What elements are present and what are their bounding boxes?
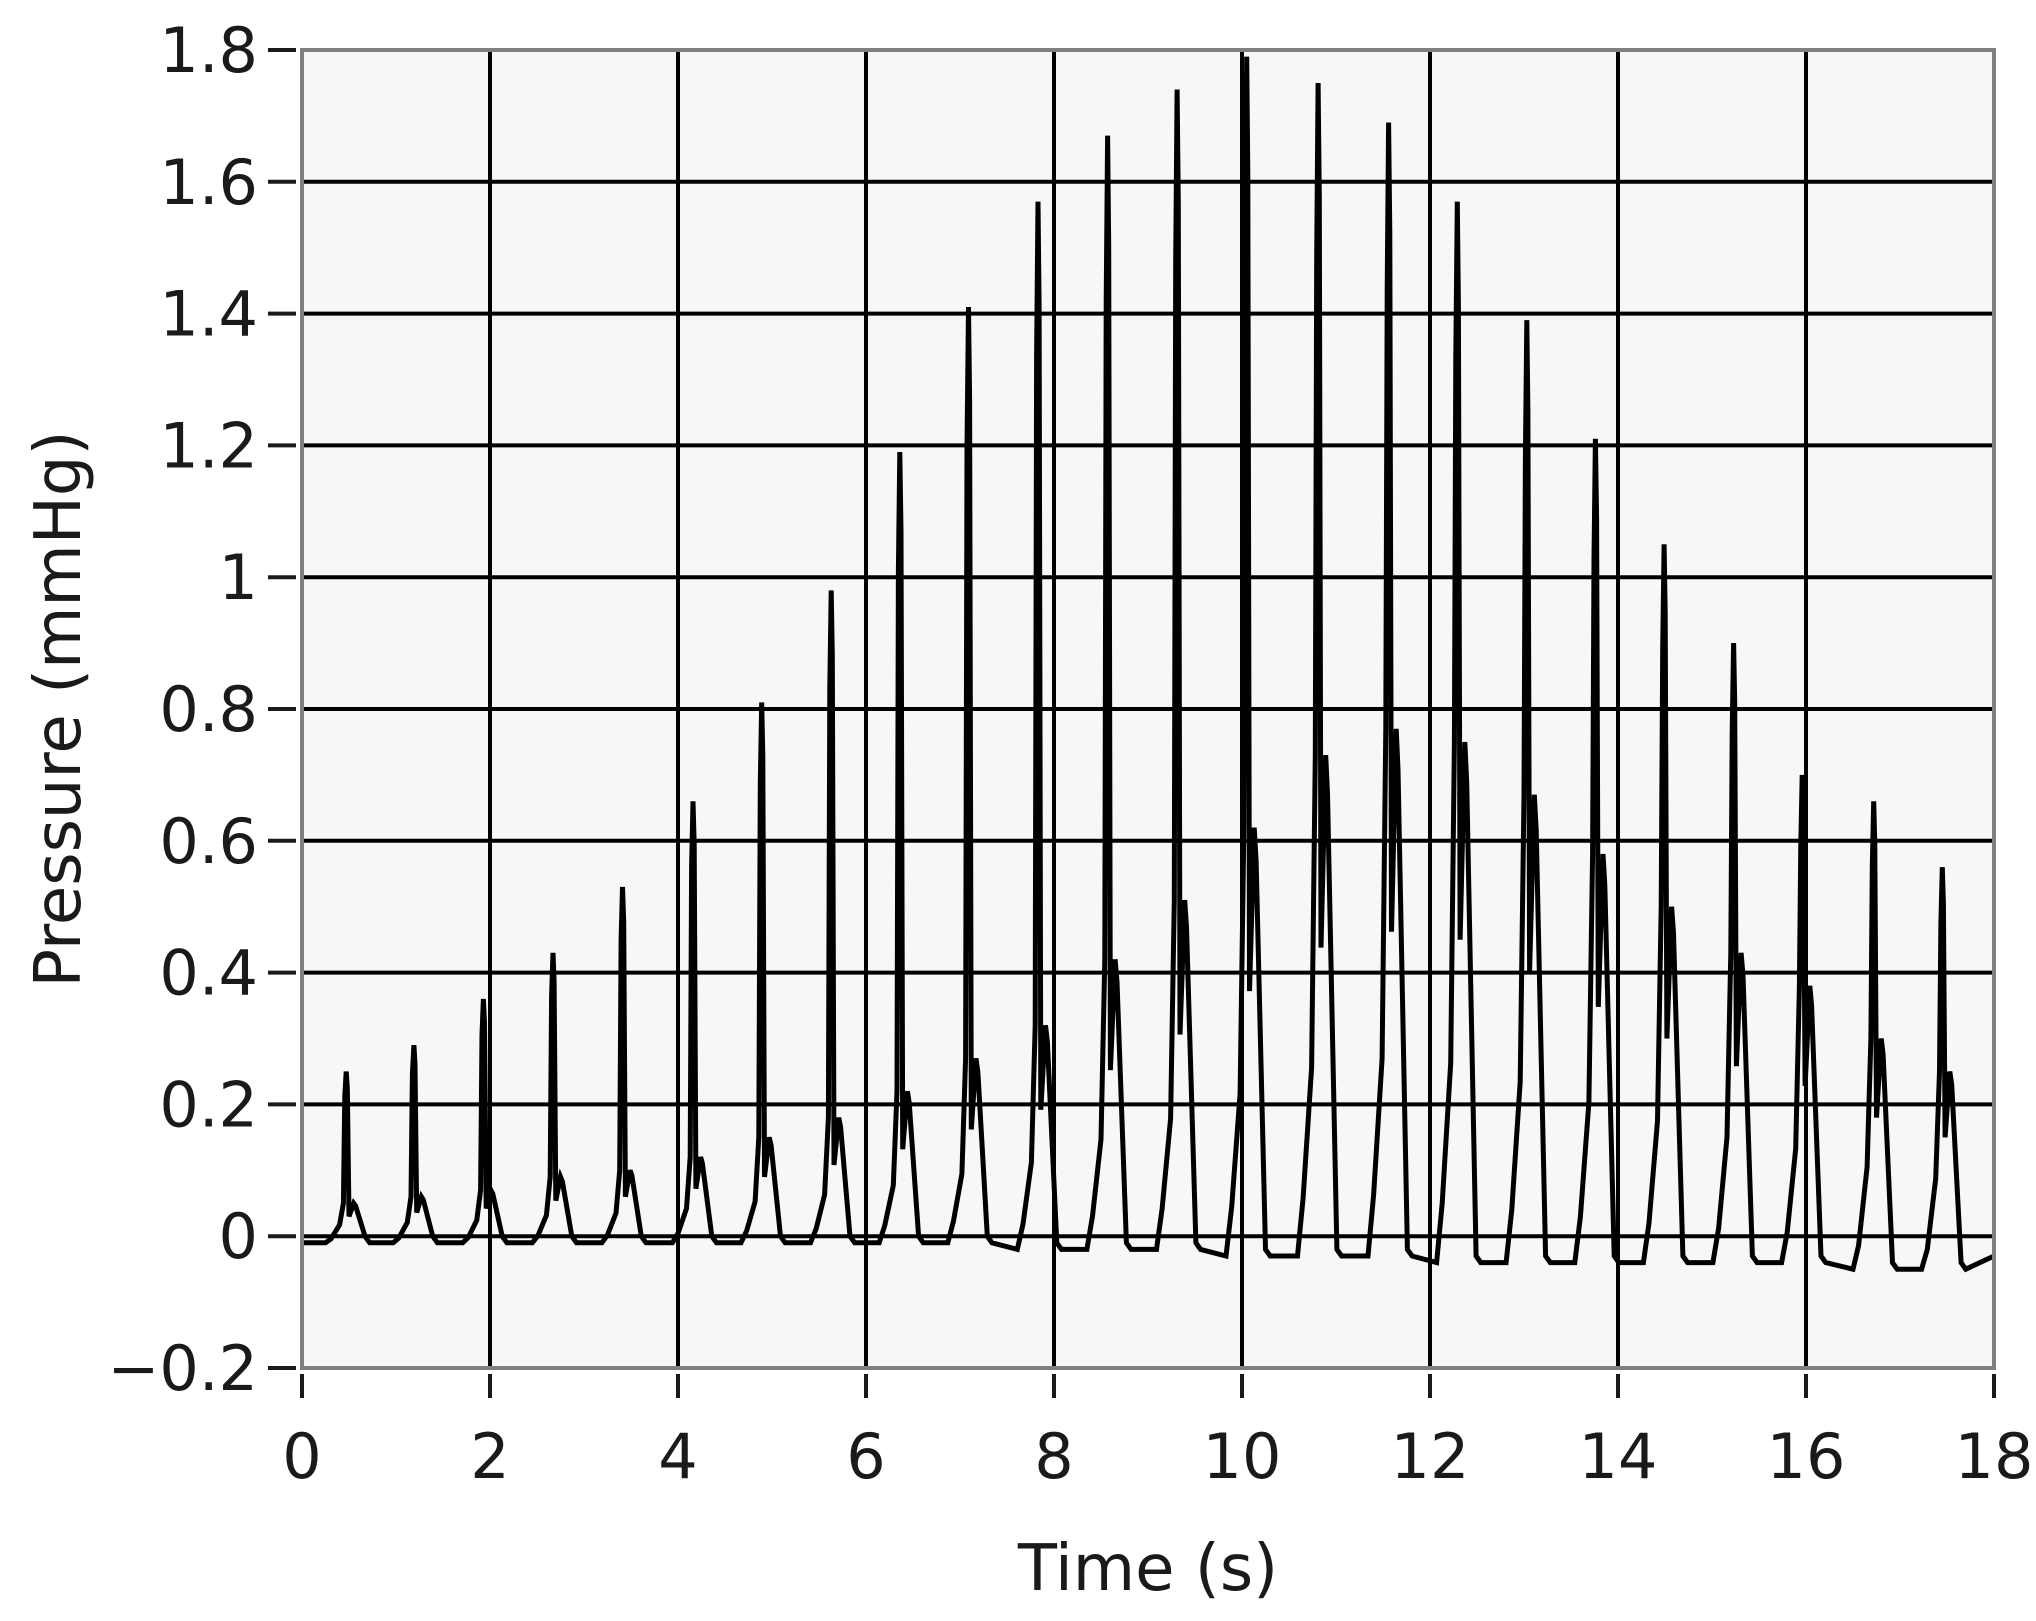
series-line	[302, 56, 1996, 1273]
y-tick-label: 1.4	[159, 278, 258, 351]
x-tick-label: 6	[846, 1420, 885, 1493]
x-tick-label: 14	[1579, 1420, 1658, 1493]
y-axis-title: Pressure (mmHg)	[22, 431, 96, 988]
y-tick-label: 0.6	[159, 805, 258, 878]
x-tick-label: 2	[470, 1420, 509, 1493]
y-tick-label: 0.4	[159, 937, 258, 1010]
x-tick-label: 10	[1203, 1420, 1282, 1493]
y-tick-label: −0.2	[107, 1332, 258, 1405]
x-tick-label: 0	[282, 1420, 321, 1493]
x-tick-label: 18	[1955, 1420, 2034, 1493]
series-group	[302, 56, 1996, 1273]
x-axis: 0 2 4 6 8 10 12 14 16 18	[282, 1374, 2033, 1493]
y-tick-label: 1	[219, 541, 258, 614]
grid	[302, 50, 1994, 1368]
y-axis: −0.2 0 0.2 0.4 0.6 0.8 1 1.2 1.4 1.6 1.8	[107, 14, 296, 1405]
y-tick-label: 0.8	[159, 673, 258, 746]
x-tick-label: 12	[1391, 1420, 1470, 1493]
x-axis-title: Time (s)	[1017, 1532, 1278, 1606]
y-tick-label: 1.2	[159, 409, 258, 482]
plot-frame	[300, 48, 1996, 1370]
y-tick-label: 0.2	[159, 1068, 258, 1141]
y-tick-label: 0	[219, 1200, 258, 1273]
x-tick-label: 8	[1034, 1420, 1073, 1493]
x-tick-label: 16	[1767, 1420, 1846, 1493]
y-tick-label: 1.8	[159, 14, 258, 87]
x-tick-label: 4	[658, 1420, 697, 1493]
y-tick-label: 1.6	[159, 146, 258, 219]
